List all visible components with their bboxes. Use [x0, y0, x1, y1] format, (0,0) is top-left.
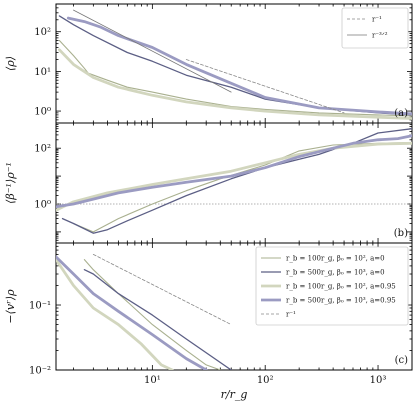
- legend-box: [255, 246, 409, 326]
- y-tick-label: 10²: [34, 144, 51, 155]
- legend-box: [341, 7, 409, 49]
- y-tick-label: 10¹: [34, 67, 51, 78]
- series-line-4: [56, 255, 208, 370]
- legend-label: r⁻³ᐟ²: [372, 32, 388, 40]
- x-tick-label: 10²: [257, 375, 274, 386]
- y-tick-label: 10⁻²: [29, 366, 51, 377]
- series-line-3: [56, 258, 174, 370]
- x-tick-label: 10¹: [144, 375, 161, 386]
- x-tick-label: 10³: [370, 375, 387, 386]
- y-tick-label: 10⁰: [34, 107, 51, 118]
- legend-label: r_b = 500r_g, β₀ = 10³, a=0: [286, 269, 385, 277]
- legend-label: r⁻¹: [372, 16, 382, 24]
- series-line-1: [72, 141, 412, 233]
- y-tick-label: 10⁻¹: [29, 301, 51, 312]
- legend-label: r_b = 500r_g, β₀ = 10³, a=0.95: [286, 297, 396, 305]
- series-line-3: [56, 141, 412, 212]
- series-line-1: [83, 259, 221, 370]
- panel-tag: (b): [394, 228, 408, 239]
- panel-a: 10⁰ 10¹ 10² ⟨ρ⟩ (a) r⁻¹ r⁻³ᐟ²: [4, 3, 413, 124]
- series-line-2: [83, 269, 232, 370]
- series-line-4: [66, 16, 412, 116]
- y-tick-label: 10⁰: [34, 199, 51, 210]
- legend-label: r_b = 100r_g, β₀ = 10², a=0.95: [286, 283, 396, 291]
- series-line-1: [58, 39, 412, 117]
- plot-area: [56, 128, 412, 234]
- y-axis-label: −⟨vʳ⟩ρ: [4, 289, 17, 324]
- x-axis-label: r/r_g: [221, 388, 248, 401]
- series-line-3: [58, 48, 412, 120]
- series-line-4: [56, 134, 412, 209]
- panel-c: 10⁻² 10⁻¹ 10¹ 10² 10³ −⟨vʳ⟩ρ (c) r_b = 100r_g, …: [4, 242, 413, 386]
- legend-label: r⁻¹: [286, 311, 296, 319]
- y-axis-label: ⟨β⁻¹⟩ρ⁻¹: [4, 162, 17, 204]
- y-axis-label: ⟨ρ⟩: [4, 56, 17, 71]
- plot-area: [58, 9, 412, 120]
- guide-line-2: [185, 59, 345, 114]
- guide-line-1: [92, 254, 232, 325]
- guide-line-1: [73, 9, 232, 93]
- panel-b: 10⁰ 10² ⟨β⁻¹⟩ρ⁻¹ (b): [4, 122, 413, 244]
- plot-frame: [55, 242, 413, 371]
- plot-area: [56, 254, 232, 370]
- legend-label: r_b = 100r_g, β₀ = 10², a=0: [286, 255, 385, 263]
- panel-tag: (c): [395, 355, 409, 366]
- panel-tag: (a): [394, 108, 408, 119]
- y-tick-label: 10²: [34, 27, 51, 38]
